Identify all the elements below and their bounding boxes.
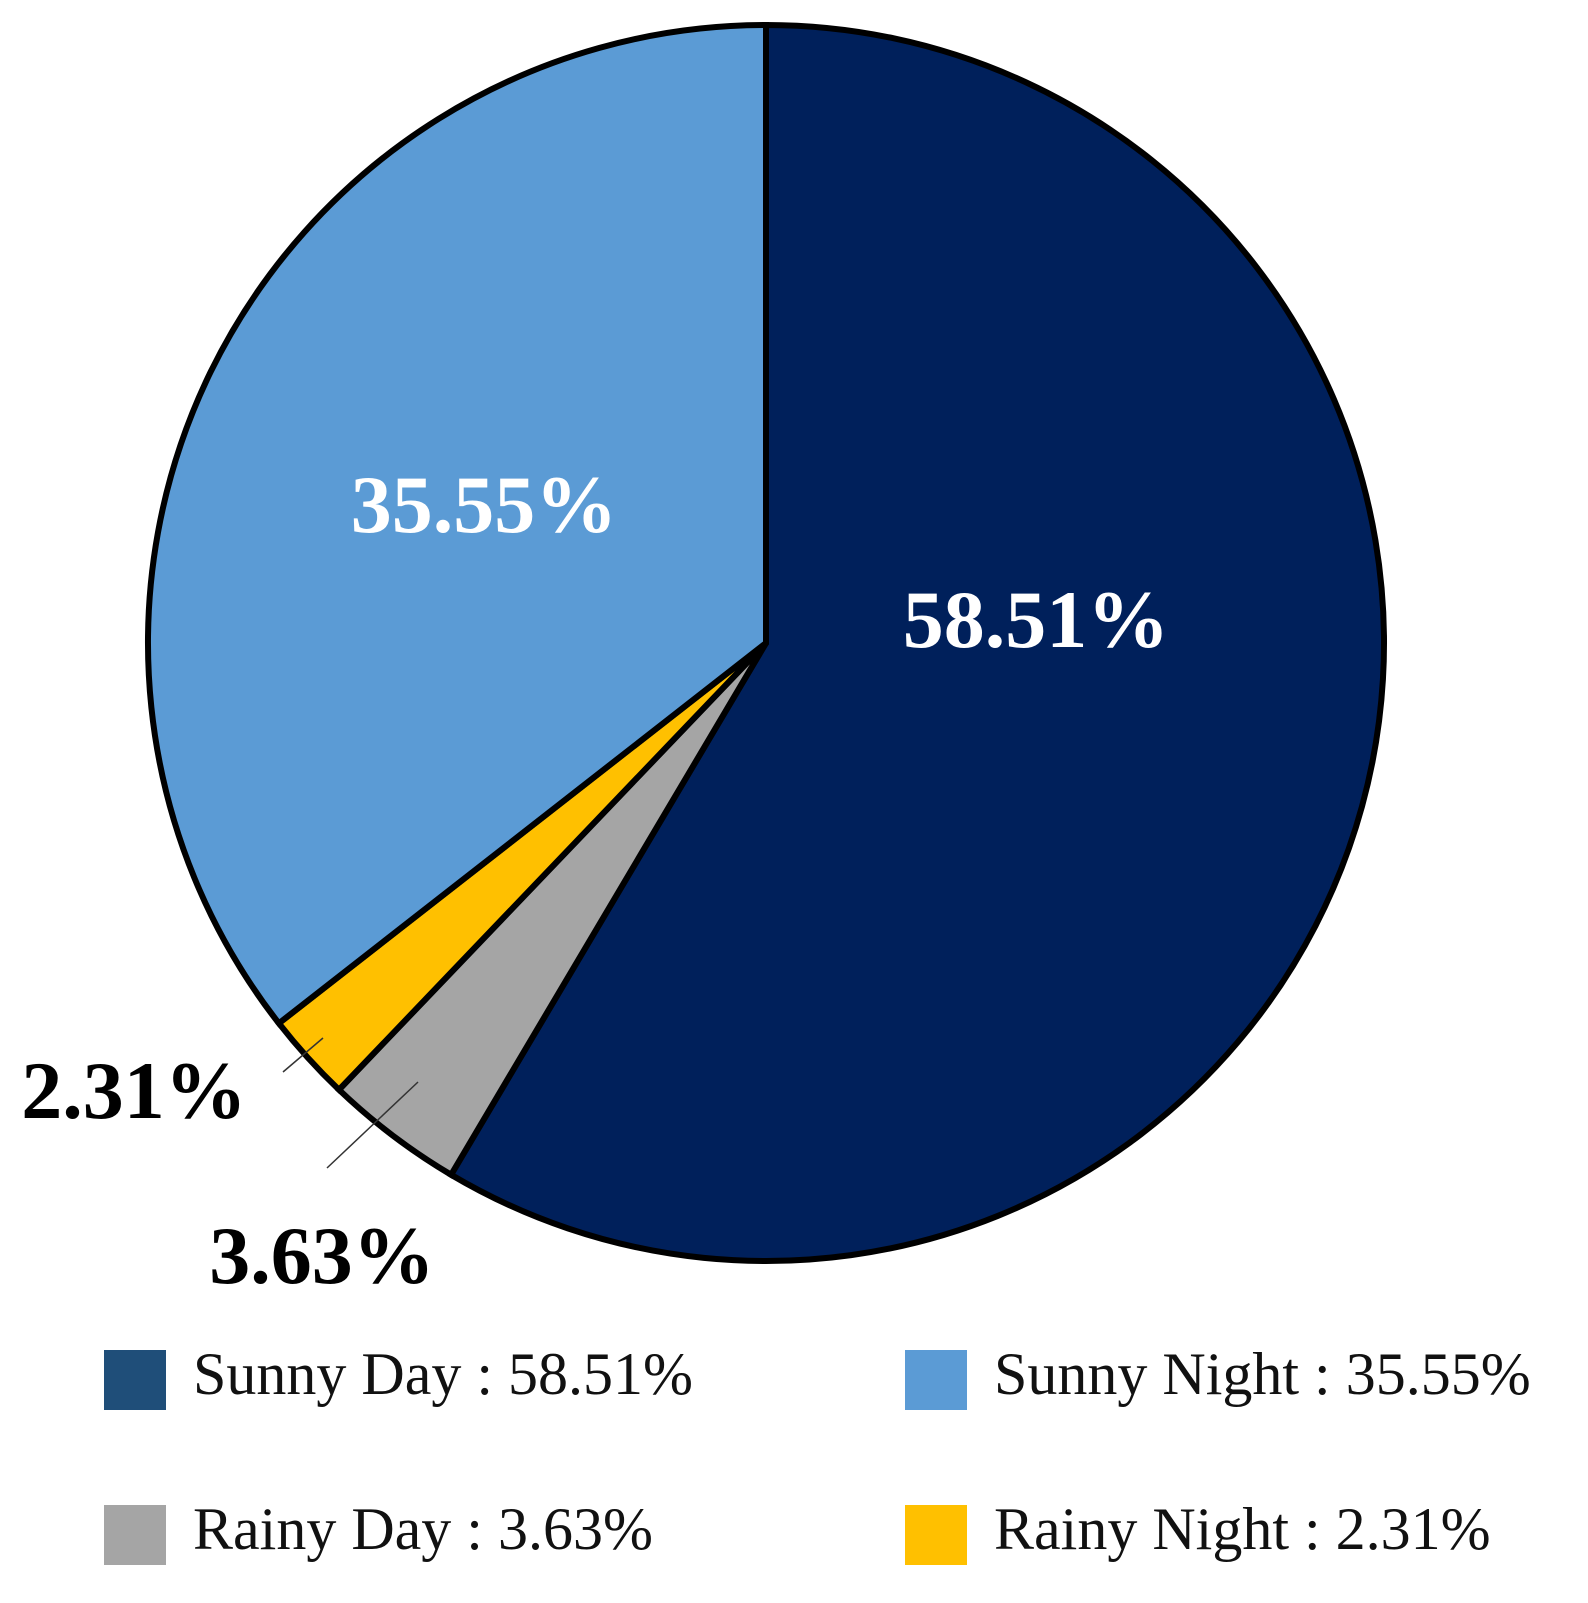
- legend-item-sunny-day: Sunny Day : 58.51%: [104, 1341, 693, 1410]
- legend-label-rainy-night: Rainy Night : 2.31%: [994, 1496, 1491, 1562]
- legend-swatch-rainy-night: [905, 1505, 967, 1565]
- legend-swatch-sunny-night: [905, 1350, 967, 1410]
- data-label-sunny-night: 35.55%: [351, 459, 618, 550]
- legend-label-sunny-night: Sunny Night : 35.55%: [994, 1341, 1531, 1407]
- leader-line-rainy-night: [282, 1037, 324, 1073]
- leader-line-rainy-day: [326, 1081, 419, 1169]
- legend: Sunny Day : 58.51% Sunny Night : 35.55% Ra…: [104, 1341, 1531, 1565]
- legend-swatch-sunny-day: [104, 1350, 166, 1410]
- legend-label-sunny-day: Sunny Day : 58.51%: [193, 1341, 693, 1407]
- data-label-rainy-day: 3.63%: [209, 1210, 435, 1301]
- data-label-sunny-day: 58.51%: [903, 574, 1170, 665]
- slice-sunny-night: [145, 21, 769, 1028]
- legend-item-rainy-night: Rainy Night : 2.31%: [905, 1496, 1491, 1565]
- pie-slices: [145, 21, 1388, 1264]
- legend-swatch-rainy-day: [104, 1505, 166, 1565]
- legend-item-sunny-night: Sunny Night : 35.55%: [905, 1341, 1531, 1410]
- leader-lines: [282, 1037, 419, 1169]
- data-label-rainy-night: 2.31%: [21, 1045, 247, 1136]
- legend-item-rainy-day: Rainy Day : 3.63%: [104, 1496, 653, 1565]
- data-labels: 58.51% 3.63% 2.31% 35.55%: [21, 459, 1169, 1301]
- slice-sunny-day: [446, 21, 1388, 1264]
- legend-label-rainy-day: Rainy Day : 3.63%: [193, 1496, 653, 1562]
